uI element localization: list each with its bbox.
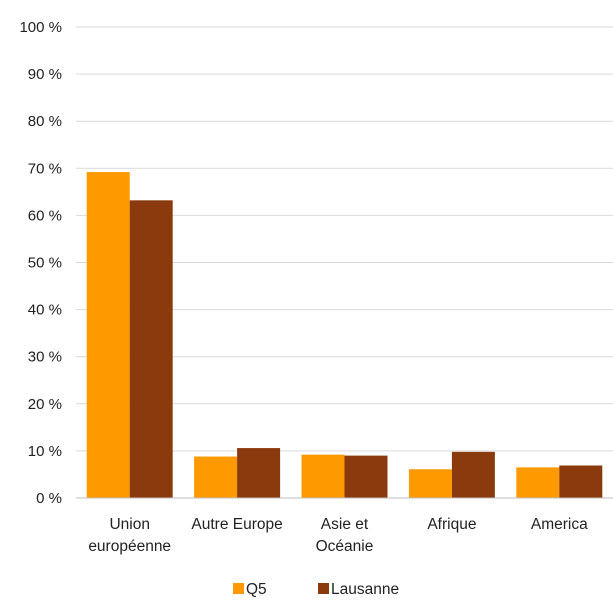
x-category-label: Afrique xyxy=(427,516,476,533)
bar-lausanne-0 xyxy=(129,200,173,498)
y-tick-label: 30 % xyxy=(28,349,62,366)
y-tick-label: 100 % xyxy=(19,19,62,36)
x-category-line: America xyxy=(531,516,588,533)
y-tick-label: 20 % xyxy=(28,396,62,413)
y-tick-label: 50 % xyxy=(28,255,62,272)
y-axis-ticks: 0 % 10 % 20 % 30 % 40 % 50 % 60 % 70 % 80 % 90 % 1… xyxy=(19,19,62,507)
y-tick-label: 10 % xyxy=(28,443,62,460)
y-tick-label: 0 % xyxy=(36,490,62,507)
x-category-line: Autre Europe xyxy=(191,516,282,533)
legend-label-lausanne: Lausanne xyxy=(331,581,399,598)
legend-label-q5: Q5 xyxy=(246,581,267,598)
bar-q5-0 xyxy=(86,172,130,498)
legend-swatch-q5 xyxy=(233,583,244,594)
x-category-label: Autre Europe xyxy=(191,516,282,533)
x-category-label: America xyxy=(531,516,588,533)
x-category-label: Union européenne xyxy=(88,516,171,555)
bar-q5-4 xyxy=(516,467,560,498)
x-category-line: Union xyxy=(109,516,150,533)
y-tick-label: 90 % xyxy=(28,66,62,83)
bar-q5-3 xyxy=(408,469,452,498)
bar-q5-2 xyxy=(301,454,345,498)
bar-lausanne-4 xyxy=(559,465,603,498)
y-tick-label: 40 % xyxy=(28,302,62,319)
y-tick-label: 70 % xyxy=(28,160,62,177)
y-tick-label: 60 % xyxy=(28,207,62,224)
x-category-line: européenne xyxy=(88,538,171,555)
x-category-line: Asie et xyxy=(321,516,369,533)
y-tick-label: 80 % xyxy=(28,113,62,130)
bar-lausanne-2 xyxy=(344,455,388,498)
bar-q5-1 xyxy=(194,456,238,498)
bars xyxy=(86,172,603,498)
x-axis-categories: Union européenne Autre Europe Asie et Océani… xyxy=(88,516,588,555)
x-category-line: Afrique xyxy=(427,516,476,533)
legend: Q5 Lausanne xyxy=(233,581,399,598)
bar-lausanne-1 xyxy=(237,448,281,498)
legend-swatch-lausanne xyxy=(318,583,329,594)
x-category-line: Océanie xyxy=(316,538,374,555)
x-category-label: Asie et Océanie xyxy=(316,516,374,555)
bar-lausanne-3 xyxy=(451,451,495,498)
